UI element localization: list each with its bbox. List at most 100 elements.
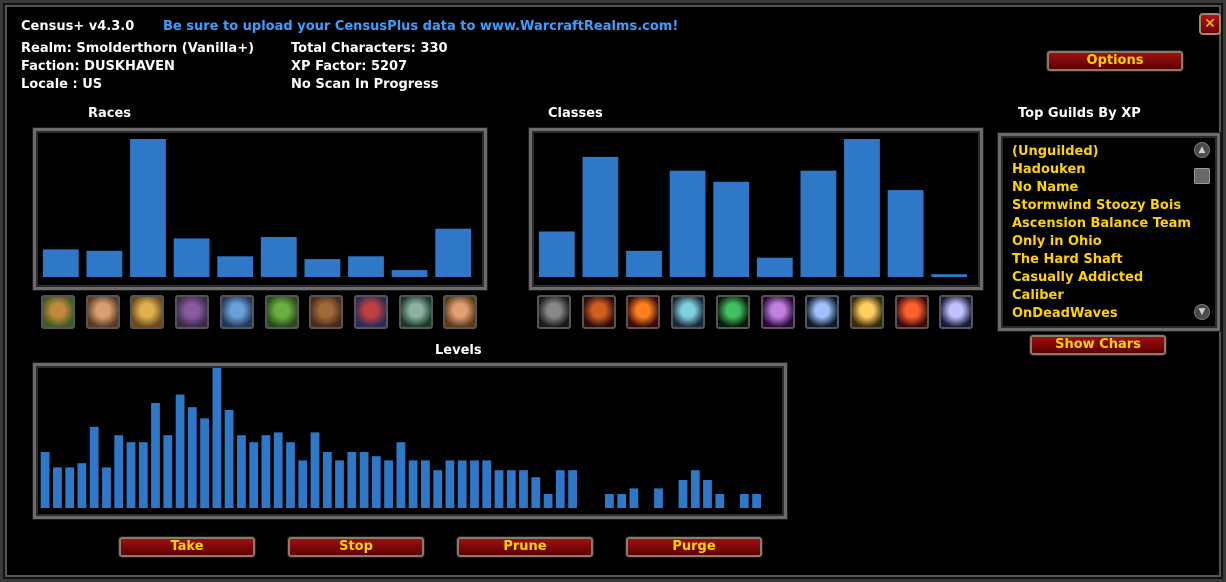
- level-bar-47: [605, 494, 614, 508]
- races-chart: [33, 128, 487, 290]
- dwarf-portrait-icon[interactable]: [41, 295, 75, 329]
- race-bar-2: [86, 250, 123, 277]
- class-bar-5: [713, 181, 750, 277]
- level-bar-38: [494, 470, 504, 508]
- shaman-class-icon[interactable]: [894, 295, 929, 329]
- level-bar-40: [519, 470, 528, 508]
- gnome-portrait-icon[interactable]: [85, 295, 120, 329]
- bloodelf-portrait-icon[interactable]: [443, 295, 478, 329]
- engineer-class-icon[interactable]: [671, 295, 706, 329]
- total-characters-label: Total Characters: 330: [291, 41, 448, 56]
- close-button[interactable]: ✕: [1199, 13, 1221, 35]
- faction-label: Faction: DUSKHAVEN: [21, 59, 175, 74]
- race-bar-10: [435, 228, 472, 277]
- class-bar-4: [669, 170, 706, 277]
- level-bar-51: [654, 488, 663, 508]
- tauren-portrait-icon[interactable]: [309, 295, 344, 329]
- paladin-class-icon[interactable]: [849, 295, 884, 329]
- level-bar-13: [187, 407, 197, 508]
- level-bar-21: [286, 442, 295, 508]
- race-bar-1: [42, 249, 79, 277]
- level-bar-41: [531, 477, 541, 508]
- draenei-portrait-icon[interactable]: [219, 295, 254, 329]
- race-bar-7: [304, 259, 341, 277]
- level-bar-10: [151, 403, 160, 508]
- level-bar-17: [237, 435, 246, 508]
- druid-class-icon[interactable]: [715, 295, 750, 329]
- guild-list-item[interactable]: The Hard Shaft: [1012, 252, 1123, 267]
- level-bar-9: [138, 442, 148, 508]
- scroll-thumb[interactable]: [1194, 168, 1210, 184]
- options-button[interactable]: Options: [1047, 51, 1183, 71]
- troll-portrait-icon[interactable]: [353, 295, 388, 329]
- level-bar-54: [690, 470, 700, 508]
- guild-list-item[interactable]: Ascension Balance Team: [1012, 216, 1191, 231]
- level-bar-32: [421, 460, 430, 508]
- warlock-class-icon[interactable]: [760, 295, 795, 329]
- undead-portrait-icon[interactable]: [398, 295, 433, 329]
- guild-list-item[interactable]: Only in Ohio: [1012, 234, 1102, 249]
- race-bar-5: [217, 256, 254, 277]
- levels-bars: [40, 368, 761, 508]
- guild-list-item[interactable]: (Unguilded): [1012, 144, 1099, 159]
- stop-button[interactable]: Stop: [288, 537, 424, 557]
- races-bars: [42, 139, 472, 277]
- mage-class-icon[interactable]: [626, 295, 661, 329]
- guild-list-item[interactable]: Hadouken: [1012, 162, 1086, 177]
- priest-class-icon[interactable]: [939, 295, 974, 329]
- realm-label: Realm: Smolderthorn (Vanilla+): [21, 41, 255, 56]
- classes-heading: Classes: [548, 106, 603, 121]
- level-bar-56: [715, 494, 725, 508]
- hunter-class-icon[interactable]: [581, 295, 616, 329]
- guild-list[interactable]: ▲ ▼ (Unguilded) Hadouken No Name Stormwind …: [998, 133, 1220, 331]
- level-bar-26: [347, 452, 357, 508]
- take-button[interactable]: Take: [119, 537, 255, 557]
- guild-list-item[interactable]: OnDeadWaves: [1012, 306, 1118, 321]
- level-bar-14: [200, 418, 209, 508]
- guild-list-item[interactable]: Casually Addicted: [1012, 270, 1144, 285]
- level-bar-2: [53, 467, 62, 508]
- guild-list-item[interactable]: No Name: [1012, 180, 1079, 195]
- class-bar-3: [626, 250, 662, 277]
- human-portrait-icon[interactable]: [130, 295, 165, 329]
- level-bar-24: [322, 452, 332, 508]
- prune-button[interactable]: Prune: [457, 537, 593, 557]
- level-bar-15: [212, 368, 222, 508]
- level-bar-36: [470, 460, 479, 508]
- warrior-class-icon[interactable]: [805, 295, 840, 329]
- scan-status-label: No Scan In Progress: [291, 77, 439, 92]
- class-bar-10: [931, 274, 968, 277]
- race-bar-4: [173, 238, 210, 277]
- level-bar-58: [739, 494, 749, 508]
- level-bar-33: [433, 470, 443, 508]
- show-chars-button[interactable]: Show Chars: [1030, 335, 1166, 355]
- scroll-down-icon[interactable]: ▼: [1194, 304, 1210, 320]
- nightelf-portrait-icon[interactable]: [175, 295, 210, 329]
- level-bar-12: [175, 394, 185, 508]
- level-bar-16: [224, 410, 234, 508]
- level-bar-42: [543, 494, 553, 508]
- window-title: Census+ v4.3.0: [21, 19, 135, 34]
- level-bar-20: [273, 432, 283, 508]
- class-bar-6: [756, 257, 793, 277]
- race-bar-8: [348, 256, 384, 277]
- class-bar-8: [844, 139, 880, 277]
- scroll-up-icon[interactable]: ▲: [1194, 142, 1210, 158]
- level-bar-23: [310, 432, 320, 508]
- guild-list-item[interactable]: Caliber: [1012, 288, 1064, 303]
- level-bar-35: [457, 460, 467, 508]
- locale-label: Locale : US: [21, 77, 103, 92]
- class-bar-2: [582, 156, 619, 277]
- level-bar-18: [249, 442, 259, 508]
- class-bar-7: [800, 170, 837, 277]
- guild-list-item[interactable]: Stormwind Stoozy Bois: [1012, 198, 1182, 213]
- level-bar-6: [102, 467, 111, 508]
- level-bar-8: [126, 442, 136, 508]
- levels-heading: Levels: [435, 343, 482, 358]
- rogue-class-icon[interactable]: [537, 295, 571, 329]
- xp-factor-label: XP Factor: 5207: [291, 59, 408, 74]
- purge-button[interactable]: Purge: [626, 537, 762, 557]
- level-bar-19: [261, 435, 271, 508]
- orc-portrait-icon[interactable]: [264, 295, 299, 329]
